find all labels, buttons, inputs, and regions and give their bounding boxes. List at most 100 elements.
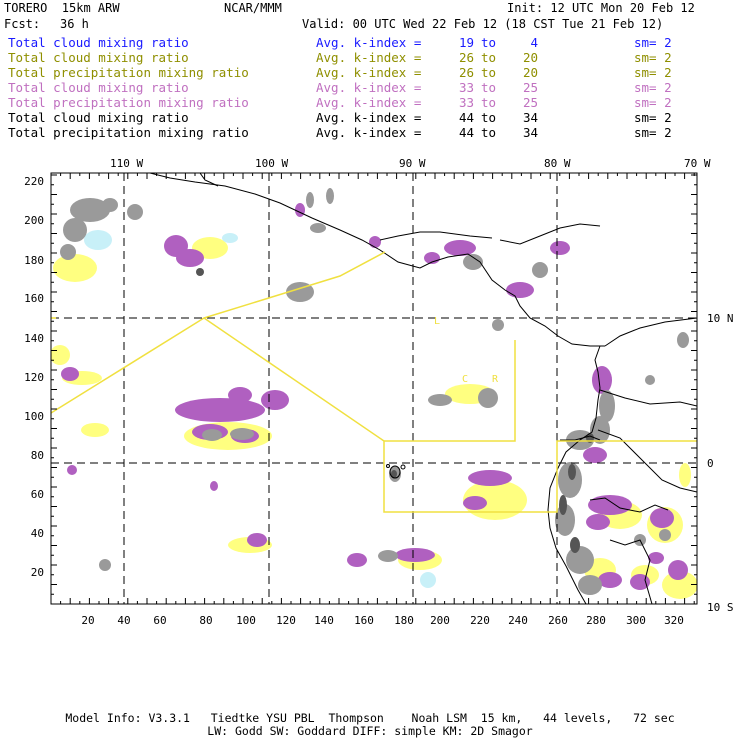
legend-smoothing: sm= 2 [634, 110, 672, 125]
cloud-fields: L C R [51, 173, 697, 604]
legend-to: to [481, 35, 497, 50]
forecast-label: Fcst: [4, 17, 41, 31]
x-tick: 140 [314, 614, 334, 627]
x-tick: 240 [508, 614, 528, 627]
lon-label: 110 W [110, 157, 143, 170]
legend-k-from: 33 [458, 95, 474, 110]
legend-row: Total precipitation mixing ratio Avg. k-… [8, 125, 672, 140]
x-tick: 160 [354, 614, 374, 627]
purple-areas [61, 203, 688, 590]
legend-row: Total cloud mixing ratio Avg. k-index = … [8, 35, 672, 50]
y-tick: 100 [24, 410, 44, 423]
legend-field: Total cloud mixing ratio [8, 110, 189, 125]
legend-field: Total precipitation mixing ratio [8, 65, 249, 80]
legend-k-to: 20 [522, 65, 538, 80]
legend-k-from: 33 [458, 80, 474, 95]
coastlines [149, 173, 697, 604]
y-tick: 120 [24, 371, 44, 384]
x-tick: 260 [548, 614, 568, 627]
galapagos-islands [386, 464, 406, 479]
longitude-labels: 110 W 100 W 90 W 80 W 70 W [110, 157, 711, 170]
lat-label: 0 [707, 457, 714, 470]
legend-smoothing: sm= 2 [634, 95, 672, 110]
legend-k-label: Avg. k-index = [316, 110, 422, 125]
y-tick: 20 [31, 566, 44, 579]
lon-label: 100 W [255, 157, 288, 170]
legend-k-from: 44 [458, 110, 474, 125]
legend-smoothing: sm= 2 [634, 65, 672, 80]
legend-k-to: 25 [522, 80, 538, 95]
x-tick: 100 [236, 614, 256, 627]
latitude-labels: 10 N 0 10 S [707, 312, 734, 614]
legend-k-to: 4 [530, 35, 538, 50]
legend-field: Total cloud mixing ratio [8, 80, 189, 95]
legend-to: to [481, 125, 497, 140]
organization: NCAR/MMM [224, 1, 282, 15]
y-tick: 40 [31, 527, 44, 540]
legend-k-from: 19 [458, 35, 474, 50]
map-frame [50, 172, 698, 605]
model-info-line2: LW: Godd SW: Goddard DIFF: simple KM: 2D… [207, 724, 533, 738]
y-tick: 160 [24, 292, 44, 305]
legend-to: to [481, 95, 497, 110]
legend-smoothing: sm= 2 [634, 35, 672, 50]
x-tick: 120 [276, 614, 296, 627]
legend-k-label: Avg. k-index = [316, 95, 422, 110]
legend-to: to [481, 110, 497, 125]
forecast-map: L C R 110 W 100 W 90 W 80 W 70 W 10 N 0 … [24, 157, 734, 627]
svg-text:L: L [434, 316, 440, 327]
legend-k-to: 34 [522, 110, 538, 125]
lat-lon-grid [51, 173, 697, 604]
x-tick: 220 [470, 614, 490, 627]
x-tick: 20 [81, 614, 94, 627]
y-tick: 60 [31, 488, 44, 501]
x-tick: 320 [664, 614, 684, 627]
domain-markers: L C R [434, 316, 499, 385]
domain-outlines [51, 251, 697, 513]
legend-field: Total cloud mixing ratio [8, 35, 189, 50]
legend-k-from: 26 [458, 50, 474, 65]
model-title: TORERO 15km ARW [4, 1, 120, 15]
lon-label: 80 W [544, 157, 571, 170]
model-info-line1: Model Info: V3.3.1 Tiedtke YSU PBL Thomp… [65, 711, 675, 725]
legend-k-label: Avg. k-index = [316, 65, 422, 80]
y-tick: 220 [24, 175, 44, 188]
forecast-hours: 36 h [60, 17, 89, 31]
x-tick: 300 [626, 614, 646, 627]
legend-field: Total precipitation mixing ratio [8, 125, 249, 140]
x-tick: 180 [394, 614, 414, 627]
cyan-areas [84, 230, 436, 588]
y-tick-labels: 220 200 180 160 140 120 100 80 60 40 20 [24, 175, 44, 579]
x-tick: 60 [153, 614, 166, 627]
x-tick: 80 [199, 614, 212, 627]
lon-label: 70 W [684, 157, 711, 170]
legend-row: Total precipitation mixing ratio Avg. k-… [8, 95, 672, 110]
legend-to: to [481, 80, 497, 95]
init-time: Init: 12 UTC Mon 20 Feb 12 [507, 1, 695, 15]
legend-to: to [481, 50, 497, 65]
y-tick: 200 [24, 214, 44, 227]
tick-marks [51, 173, 697, 604]
legend-row: Total precipitation mixing ratio Avg. k-… [8, 65, 672, 80]
lon-label: 90 W [399, 157, 426, 170]
lat-label: 10 S [707, 601, 734, 614]
legend-k-from: 26 [458, 65, 474, 80]
legend-k-to: 25 [522, 95, 538, 110]
legend-k-to: 34 [522, 125, 538, 140]
legend-to: to [481, 65, 497, 80]
legend-k-label: Avg. k-index = [316, 125, 422, 140]
legend-k-from: 44 [458, 125, 474, 140]
legend-k-to: 20 [522, 50, 538, 65]
y-tick: 80 [31, 449, 44, 462]
lat-label: 10 N [707, 312, 734, 325]
legend-k-label: Avg. k-index = [316, 50, 422, 65]
y-tick: 140 [24, 332, 44, 345]
x-tick: 40 [117, 614, 130, 627]
legend-smoothing: sm= 2 [634, 125, 672, 140]
valid-time: Valid: 00 UTC Wed 22 Feb 12 (18 CST Tue … [302, 17, 664, 31]
svg-text:C: C [462, 374, 468, 385]
legend-field: Total precipitation mixing ratio [8, 95, 249, 110]
gray-areas [60, 188, 689, 595]
legend-smoothing: sm= 2 [634, 80, 672, 95]
legend-k-label: Avg. k-index = [316, 35, 422, 50]
